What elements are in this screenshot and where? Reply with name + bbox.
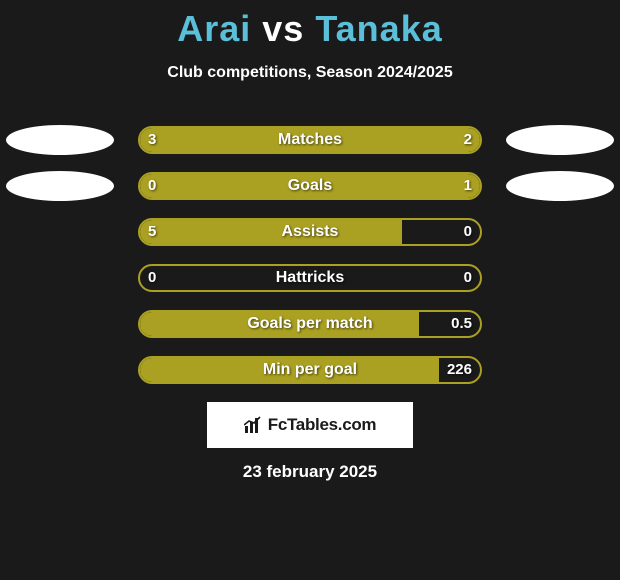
player1-badge (6, 125, 114, 155)
bar-track (138, 264, 482, 292)
bar-track (138, 310, 482, 338)
brand-box: FcTables.com (207, 402, 413, 448)
value-right: 0 (464, 264, 472, 292)
chart-icon (244, 416, 264, 434)
value-right: 0.5 (451, 310, 472, 338)
bar-fill-right (344, 128, 480, 152)
value-left: 3 (148, 126, 156, 154)
vs-text: vs (262, 8, 304, 49)
title: Arai vs Tanaka (0, 8, 620, 50)
player2-badge (506, 125, 614, 155)
value-right: 1 (464, 172, 472, 200)
player1-name: Arai (177, 8, 251, 49)
bar-fill-right (201, 174, 480, 198)
stat-row: 32Matches (0, 126, 620, 156)
stat-row: 01Goals (0, 172, 620, 202)
stat-row: 226Min per goal (0, 356, 620, 386)
bar-track (138, 218, 482, 246)
value-right: 2 (464, 126, 472, 154)
bar-track (138, 172, 482, 200)
comparison-infographic: Arai vs Tanaka Club competitions, Season… (0, 0, 620, 482)
brand-text: FcTables.com (268, 415, 377, 435)
bar-fill-left (140, 128, 344, 152)
bar-fill-left (140, 358, 439, 382)
player2-badge (506, 171, 614, 201)
bar-fill-left (140, 312, 419, 336)
value-left: 0 (148, 264, 156, 292)
subtitle: Club competitions, Season 2024/2025 (0, 64, 620, 82)
bar-fill-left (140, 220, 402, 244)
value-left: 0 (148, 172, 156, 200)
stat-row: 0.5Goals per match (0, 310, 620, 340)
player2-name: Tanaka (315, 8, 442, 49)
value-left: 5 (148, 218, 156, 246)
player1-badge (6, 171, 114, 201)
value-right: 0 (464, 218, 472, 246)
stat-rows: 32Matches01Goals50Assists00Hattricks0.5G… (0, 126, 620, 386)
bar-track (138, 356, 482, 384)
bar-track (138, 126, 482, 154)
date-text: 23 february 2025 (0, 462, 620, 482)
value-right: 226 (447, 356, 472, 384)
stat-row: 00Hattricks (0, 264, 620, 294)
stat-row: 50Assists (0, 218, 620, 248)
